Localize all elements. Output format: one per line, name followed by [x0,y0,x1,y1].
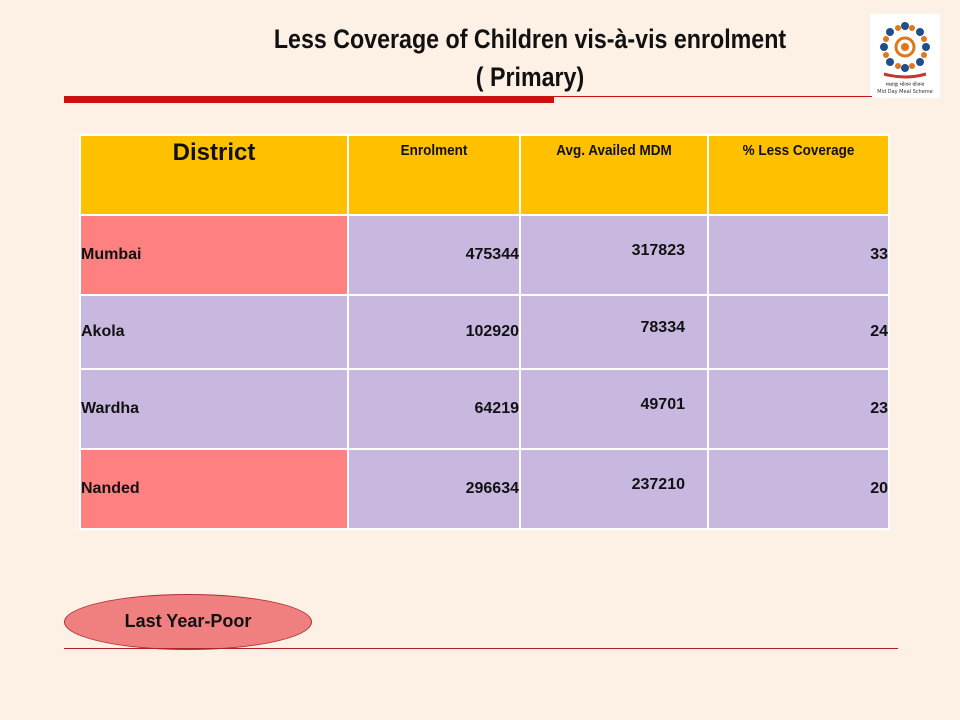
logo-caption-english: Mid Day Meal Scheme [877,89,933,95]
avg-availed-cell: 78334 [519,294,709,370]
district-cell: Akola [79,294,349,370]
avg-availed-cell: 49701 [519,368,709,450]
table-row: Nanded 296634 237210 20 [79,448,890,530]
header-less-coverage: % Less Coverage [707,134,890,216]
less-coverage-cell: 24 [707,294,890,370]
enrolment-cell: 296634 [347,448,521,530]
avg-availed-cell: 317823 [519,214,709,296]
logo-caption-hindi: मध्याह्न भोजन योजना [885,82,925,88]
coverage-table: District Enrolment Avg. Availed MDM % Le… [79,134,890,530]
logo-emblem-icon [880,22,930,79]
less-coverage-cell: 20 [707,448,890,530]
slide-title-line2: ( Primary) [475,62,585,92]
footer-divider [64,648,898,649]
header-district: District [79,134,349,216]
mid-day-meal-logo: मध्याह्न भोजन योजना Mid Day Meal Scheme [870,14,940,98]
slide-title: Less Coverage of Children vis-à-vis enro… [220,20,839,96]
header-enrolment: Enrolment [347,134,521,216]
district-cell: Nanded [79,448,349,530]
enrolment-cell: 475344 [347,214,521,296]
table-row: Wardha 64219 49701 23 [79,368,890,450]
enrolment-cell: 64219 [347,368,521,450]
title-underline-thick [64,96,554,103]
last-year-poor-badge: Last Year-Poor [64,594,312,650]
less-coverage-cell: 23 [707,368,890,450]
slide-title-line1: Less Coverage of Children vis-à-vis enro… [273,24,787,54]
table-header-row: District Enrolment Avg. Availed MDM % Le… [79,134,890,216]
table-row: Akola 102920 78334 24 [79,294,890,370]
district-cell: Mumbai [79,214,349,296]
district-cell: Wardha [79,368,349,450]
table-row: Mumbai 475344 317823 33 [79,214,890,296]
avg-availed-cell: 237210 [519,448,709,530]
header-avg-availed-mdm: Avg. Availed MDM [519,134,709,216]
enrolment-cell: 102920 [347,294,521,370]
less-coverage-cell: 33 [707,214,890,296]
title-underline-thin [554,96,872,97]
